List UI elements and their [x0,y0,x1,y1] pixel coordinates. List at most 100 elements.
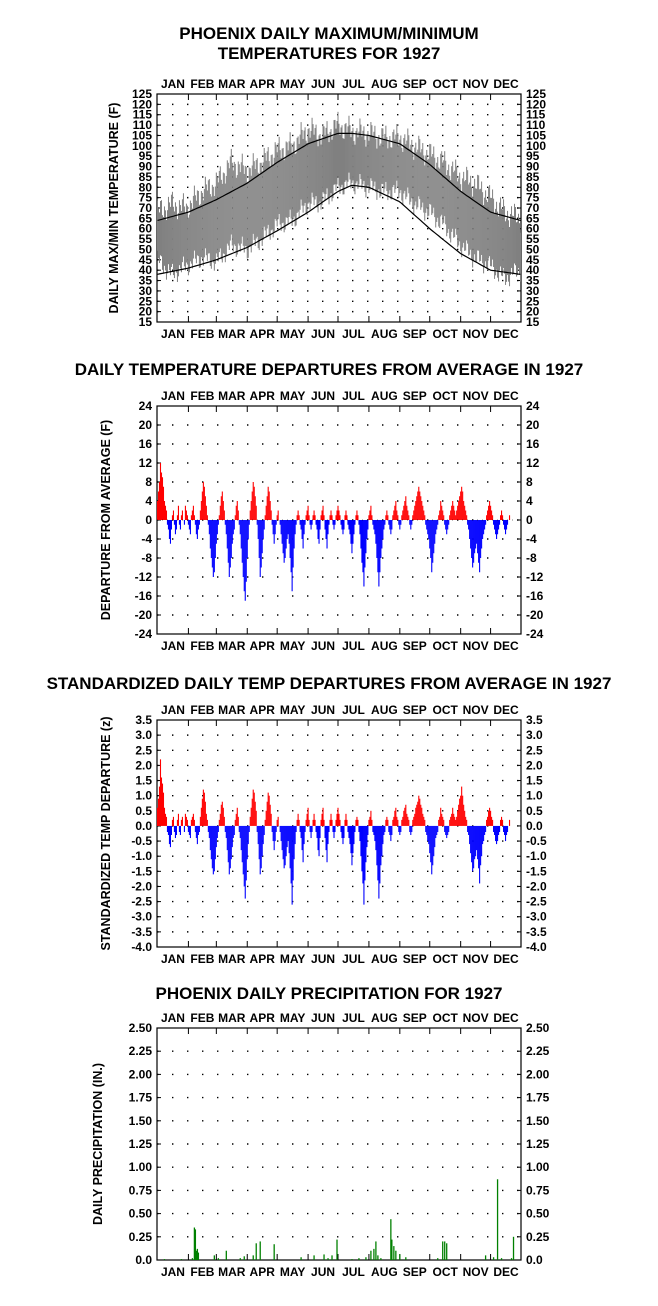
month-label: OCT [433,952,459,966]
y-tick-label-right: 20 [526,418,540,432]
y-tick-label-left: 2.00 [129,1067,153,1081]
daily-range-bars [156,111,522,287]
month-label: MAY [280,1011,306,1025]
month-label: DEC [493,1265,519,1279]
panel3-title: STANDARDIZED DAILY TEMP DEPARTURES FROM … [46,674,612,693]
y-tick-label-left: 1.00 [129,1160,153,1174]
y-tick-label-right: 12 [526,456,540,470]
y-tick-label-left: -1.0 [131,849,152,863]
month-label: MAY [280,389,306,403]
month-label: FEB [190,77,214,91]
month-label: DEC [493,952,519,966]
month-label: SEP [403,952,427,966]
y-tick-label-left: 8 [145,475,152,489]
y-tick-label-left: 20 [139,305,153,319]
y-axis-label: DEPARTURE FROM AVERAGE (F) [99,420,113,620]
month-label: DEC [493,77,519,91]
month-label: OCT [433,703,459,717]
month-label: JUL [342,77,365,91]
month-label: FEB [190,327,214,341]
y-tick-label-right: 0.25 [526,1230,550,1244]
month-label: APR [250,703,276,717]
departure-chart-svg: JAN JAN FEB FEB MAR MAR APR APR MAY MAY JUN JUN JUL J… [99,389,544,653]
month-label: JUN [311,952,335,966]
month-label: MAY [280,703,306,717]
y-tick-label-left: -24 [135,627,153,641]
y-tick-label-left: 125 [132,87,152,101]
month-label: APR [250,952,276,966]
month-label: JAN [161,1011,185,1025]
y-tick-label-right: 24 [526,399,540,413]
y-tick-label-left: 20 [139,418,153,432]
month-label: NOV [463,1011,489,1025]
month-label: APR [250,327,276,341]
month-label: JUN [311,639,335,653]
y-tick-label-right: 75 [526,191,540,205]
y-tick-label-right: -2.5 [526,895,547,909]
y-tick-label-right: -1.5 [526,864,547,878]
y-tick-label-left: 3.0 [135,728,152,742]
y-tick-label-right: 1.00 [526,1160,550,1174]
standardized-bars [156,759,511,905]
y-tick-label-right: 115 [526,108,546,122]
y-tick-label-right: 55 [526,232,540,246]
y-tick-label-left: -3.5 [131,925,152,939]
y-tick-label-left: 0.0 [135,1253,152,1267]
month-label: JUL [342,639,365,653]
month-label: AUG [371,1265,398,1279]
month-label: JAN [161,327,185,341]
y-tick-label-right: 2.5 [526,743,543,757]
y-tick-label-left: 16 [139,437,153,451]
month-label: DEC [493,389,519,403]
y-tick-label-left: 30 [139,284,153,298]
month-label: SEP [403,77,427,91]
y-tick-label-right: -4.0 [526,940,547,954]
y-tick-label-right: -0.5 [526,834,547,848]
y-tick-label-left: 4 [145,494,152,508]
month-label: JAN [161,639,185,653]
y-tick-label-right: -12 [526,570,544,584]
y-tick-label-left: 0.75 [129,1183,153,1197]
month-label: MAR [218,327,246,341]
month-label: FEB [190,1011,214,1025]
y-tick-label-right: 2.50 [526,1021,550,1035]
precipitation-chart: JAN JAN FEB FEB MAR MAR APR APR MAY MAY JUN JUN JUL J… [0,1006,658,1296]
y-tick-label-left: -8 [141,551,152,565]
y-tick-label-right: 120 [526,97,546,111]
y-tick-label-right: 0.75 [526,1183,550,1197]
month-label: JUN [311,703,335,717]
month-label: AUG [371,1011,398,1025]
month-label: NOV [463,389,489,403]
y-tick-label-left: 1.75 [129,1091,153,1105]
month-label: APR [250,389,276,403]
y-tick-label-left: 90 [139,160,153,174]
month-label: JUN [311,389,335,403]
month-label: NOV [463,952,489,966]
y-tick-label-right: -3.0 [526,910,547,924]
plot-frame [156,1027,522,1261]
month-label: JUL [342,952,365,966]
y-tick-label-left: 95 [139,149,153,163]
y-tick-label-right: 20 [526,305,540,319]
y-tick-label-right: -1.0 [526,849,547,863]
month-label: MAR [218,703,246,717]
panel1-title-line2: TEMPERATURES FOR 1927 [217,44,441,63]
month-label: AUG [371,77,398,91]
y-axis-label: STANDARDIZED TEMP DEPARTURE (z) [99,716,113,950]
y-tick-label-left: 0.50 [129,1207,153,1221]
month-label: SEP [403,389,427,403]
month-label: DEC [493,1011,519,1025]
month-label: JAN [161,952,185,966]
month-label: SEP [403,327,427,341]
y-tick-label-left: 3.5 [135,713,152,727]
y-tick-label-left: 1.5 [135,774,152,788]
y-tick-label-left: 1.25 [129,1137,153,1151]
month-label: DEC [493,639,519,653]
y-tick-label-right: 105 [526,128,546,142]
y-tick-label-right: 65 [526,211,540,225]
y-tick-label-left: -4.0 [131,940,152,954]
y-tick-label-left: 0.5 [135,804,152,818]
month-label: APR [250,1265,276,1279]
y-tick-label-right: 8 [526,475,533,489]
y-tick-label-right: -3.5 [526,925,547,939]
